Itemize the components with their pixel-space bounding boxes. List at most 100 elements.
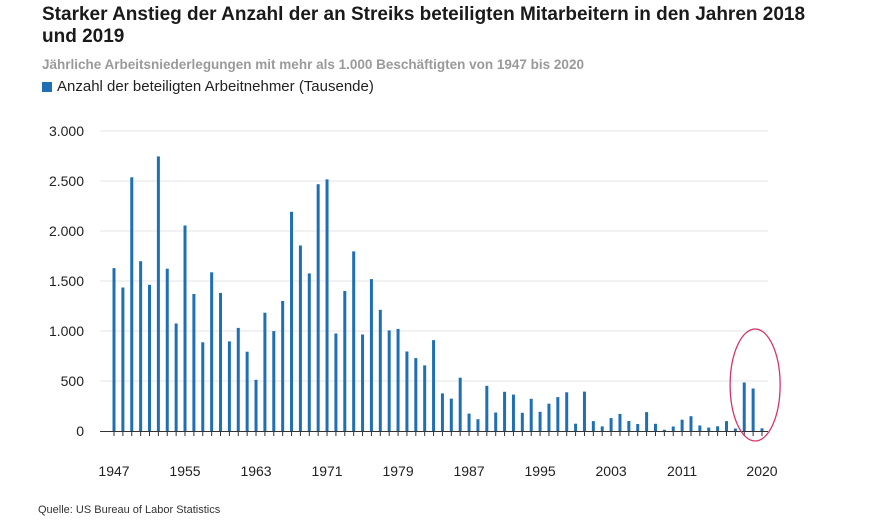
bar-1988 [476, 419, 480, 431]
bar-1980 [405, 351, 409, 431]
bar-1953 [165, 268, 169, 431]
bar-2017 [733, 428, 737, 431]
bar-2008 [653, 423, 657, 431]
bar-1998 [565, 392, 569, 431]
bar-1977 [378, 309, 382, 431]
bar-1950 [139, 261, 143, 431]
legend: Anzahl der beteiligten Arbeitnehmer (Tau… [42, 78, 374, 95]
bar-1982 [423, 365, 427, 431]
bar-1992 [511, 394, 515, 431]
bar-2003 [609, 418, 613, 431]
bar-1993 [520, 412, 524, 431]
y-tick-label: 2.500 [49, 173, 84, 189]
bar-1954 [174, 323, 178, 431]
bar-1986 [458, 377, 462, 431]
bar-1963 [254, 379, 258, 431]
bar-2007 [645, 412, 649, 431]
bar-1997 [556, 397, 560, 431]
bar-1967 [290, 211, 294, 431]
bar-1987 [467, 413, 471, 431]
y-tick-label: 1.000 [49, 323, 84, 339]
x-tick-label: 1979 [382, 463, 413, 479]
bar-2006 [636, 424, 640, 431]
bar-1991 [503, 391, 507, 431]
bar-1989 [485, 385, 489, 431]
bar-2009 [662, 429, 666, 431]
bar-1985 [449, 398, 453, 431]
bar-1969 [307, 273, 311, 431]
y-tick-label: 0 [76, 423, 84, 439]
x-tick-label: 1995 [525, 463, 556, 479]
chart-subtitle: Jährliche Arbeitsniederlegungen mit mehr… [42, 57, 584, 72]
bar-1972 [334, 333, 338, 431]
chart-title: Starker Anstieg der Anzahl der an Streik… [42, 4, 806, 47]
bar-1962 [245, 351, 249, 431]
bar-1949 [130, 177, 134, 431]
bar-1959 [219, 292, 223, 431]
bar-1976 [369, 279, 373, 431]
bar-1960 [227, 341, 231, 431]
bar-1995 [538, 411, 542, 431]
bar-1978 [387, 330, 391, 431]
bar-1952 [156, 156, 160, 431]
bar-1983 [432, 340, 436, 431]
legend-label: Anzahl der beteiligten Arbeitnehmer (Tau… [57, 78, 374, 95]
bar-1971 [325, 179, 329, 431]
bar-2010 [671, 426, 675, 431]
x-axis: 1947 1955 1963 1971 1979 1987 1995 2003 2011 2020 [98, 431, 778, 479]
x-tick-label: 1955 [169, 463, 200, 479]
bar-1975 [361, 334, 365, 431]
bar-1955 [183, 225, 187, 431]
bar-1999 [574, 423, 578, 431]
y-tick-label: 2.000 [49, 223, 84, 239]
bar-2012 [689, 416, 693, 431]
bar-2001 [591, 421, 595, 431]
bar-2004 [618, 413, 622, 431]
bar-1951 [148, 284, 152, 431]
highlight-ellipse [729, 328, 781, 442]
grid-layer [100, 130, 768, 382]
bar-1966 [281, 301, 285, 431]
bar-2011 [680, 419, 684, 431]
bar-1958 [210, 272, 214, 431]
bar-2018 [742, 382, 746, 431]
bar-1974 [352, 251, 356, 431]
bar-1973 [343, 291, 347, 431]
bar-1994 [529, 398, 533, 431]
y-tick-label: 3.000 [49, 123, 84, 139]
bar-1981 [414, 358, 418, 431]
x-tick-label: 1987 [453, 463, 484, 479]
source-note: Quelle: US Bureau of Labor Statistics [38, 504, 221, 516]
bar-1968 [298, 245, 302, 431]
legend-swatch [42, 81, 52, 92]
x-tick-label: 1971 [311, 463, 342, 479]
bar-2014 [707, 427, 711, 431]
y-tick-label: 500 [61, 373, 85, 389]
bar-1964 [263, 312, 267, 431]
bar-2013 [698, 425, 702, 431]
bar-2016 [724, 421, 728, 431]
bar-1984 [440, 393, 444, 431]
bar-1948 [121, 287, 125, 431]
bar-2015 [716, 426, 720, 431]
bar-2020 [760, 428, 764, 431]
x-tick-label: 2020 [746, 463, 777, 479]
bar-1947 [112, 268, 116, 431]
annotation-layer [729, 328, 781, 442]
bar-1961 [236, 327, 240, 431]
bar-2005 [627, 421, 631, 431]
y-axis-labels: 0 500 1.000 1.500 2.000 2.500 3.000 [49, 123, 84, 439]
bar-1965 [272, 331, 276, 431]
bar-1956 [192, 294, 196, 431]
bar-1979 [396, 328, 400, 431]
x-tick-label: 1963 [240, 463, 271, 479]
x-tick-label: 2011 [667, 463, 697, 479]
y-tick-label: 1.500 [49, 273, 84, 289]
x-tick-label: 2003 [596, 463, 627, 479]
bar-1996 [547, 403, 551, 431]
bar-2019 [751, 388, 755, 431]
bars [112, 156, 764, 431]
bar-1957 [201, 342, 205, 431]
bar-2000 [582, 391, 586, 431]
